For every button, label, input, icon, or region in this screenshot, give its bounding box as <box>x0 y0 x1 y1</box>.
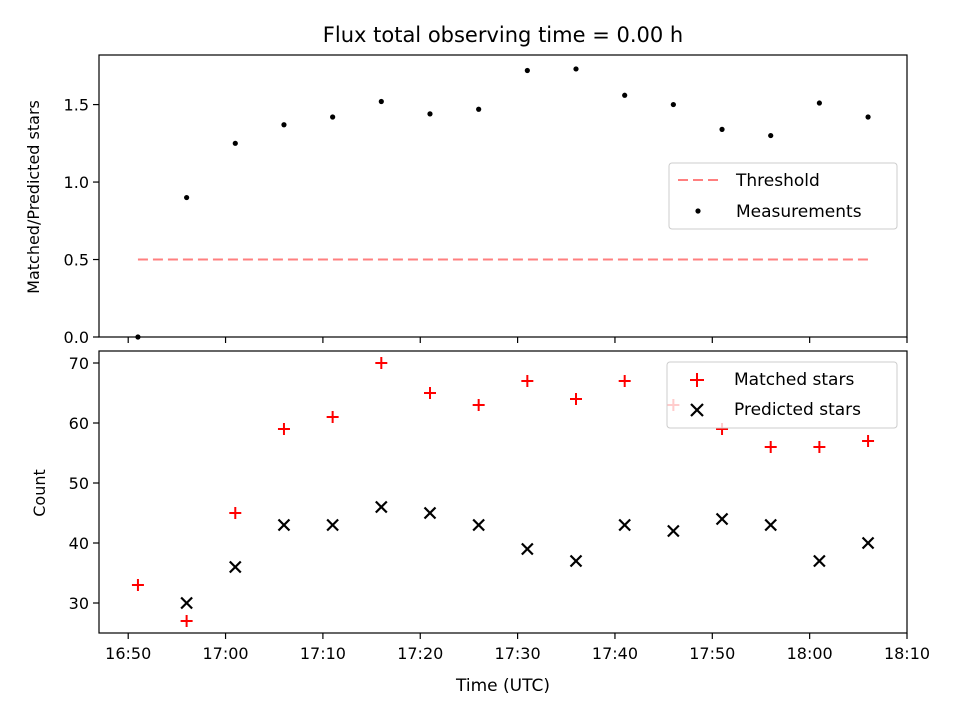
chart-title: Flux total observing time = 0.00 h <box>323 23 683 47</box>
y-axis-ticks-count: 30 40 50 60 70 <box>69 354 99 613</box>
predicted-star-point <box>618 518 631 532</box>
measurement-point <box>232 140 238 146</box>
predicted-star-point <box>277 518 291 532</box>
measurement-point <box>865 114 871 120</box>
y-tick-label: 30 <box>69 594 89 613</box>
legend-predicted-swatch <box>690 403 704 417</box>
legend-threshold-label: Threshold <box>735 171 820 191</box>
predicted-star-point <box>813 554 826 568</box>
y-tick-label: 40 <box>69 534 89 553</box>
x-tick-label: 18:10 <box>884 644 930 663</box>
predicted-star-point <box>715 512 729 526</box>
predicted-star-point <box>521 542 534 556</box>
measurement-point <box>184 194 190 201</box>
y-tick-label: 0.5 <box>64 251 89 270</box>
x-tick-label: 17:30 <box>495 644 541 663</box>
matched-star-point <box>375 357 388 369</box>
matched-star-point <box>862 435 875 447</box>
y-tick-label: 50 <box>69 474 89 493</box>
legend-frame <box>668 162 898 230</box>
measurement-point <box>768 132 774 139</box>
y-axis-label-count: Count <box>30 469 49 517</box>
matched-star-point <box>326 411 339 423</box>
predicted-star-point <box>375 500 388 514</box>
matched-star-point <box>521 375 534 387</box>
ratio-legend: Threshold Measurements <box>668 162 898 230</box>
y-tick-label: 1.0 <box>64 173 89 192</box>
measurement-point <box>816 100 822 106</box>
legend-matched-swatch <box>690 373 704 387</box>
y-tick-label: 0.0 <box>64 328 89 347</box>
matched-star-point <box>618 375 631 387</box>
matched-star-point <box>229 507 242 519</box>
x-axis-ticks-count: 16:50 17:00 17:10 17:20 17:30 17:40 17:50 18:00… <box>105 633 930 663</box>
measurement-point <box>378 98 384 105</box>
measurement-point <box>670 101 676 108</box>
x-axis-ticks-ratio <box>127 337 908 343</box>
measurement-point <box>427 111 433 117</box>
ratio-plot-frame <box>98 54 908 338</box>
x-tick-label: 17:50 <box>689 644 735 663</box>
predicted-star-point <box>229 560 242 574</box>
matched-star-point <box>813 441 826 453</box>
measurement-point <box>476 106 482 112</box>
measurement-point <box>622 92 628 98</box>
predicted-star-point <box>180 596 193 610</box>
matched-star-point <box>570 393 583 405</box>
predicted-star-point <box>861 536 875 550</box>
y-axis-ticks-ratio: 0.0 0.5 1.0 1.5 <box>64 96 99 347</box>
matched-star-point <box>472 399 485 411</box>
predicted-star-point <box>667 524 680 538</box>
y-tick-label: 1.5 <box>64 96 89 115</box>
matched-star-point <box>131 579 144 591</box>
matched-star-point <box>423 387 436 399</box>
predicted-star-point <box>569 554 583 568</box>
ratio-panel: Flux total observing time = 0.00 h Match… <box>24 23 908 347</box>
measurement-point <box>573 66 579 72</box>
predicted-star-point <box>423 506 437 520</box>
x-tick-label: 17:40 <box>592 644 638 663</box>
predicted-stars-points <box>180 500 875 610</box>
matched-star-point <box>277 423 290 435</box>
predicted-star-point <box>764 518 777 532</box>
count-panel: Count Time (UTC) 30 40 50 60 70 16:50 17:00 17… <box>30 350 930 696</box>
measurement-point <box>524 67 530 74</box>
legend-measurements-label: Measurements <box>736 202 862 222</box>
count-legend: Matched stars Predicted stars <box>666 361 898 429</box>
count-plot-frame <box>98 350 908 634</box>
x-axis-label: Time (UTC) <box>455 676 550 696</box>
x-tick-label: 17:10 <box>300 644 346 663</box>
measurement-point <box>281 122 287 128</box>
y-tick-label: 70 <box>69 354 89 373</box>
legend-measurements-swatch <box>695 208 701 214</box>
x-tick-label: 18:00 <box>787 644 833 663</box>
matched-star-point <box>764 441 777 453</box>
legend-predicted-label: Predicted stars <box>734 400 861 420</box>
x-tick-label: 17:00 <box>202 644 248 663</box>
y-tick-label: 60 <box>69 414 89 433</box>
legend-matched-label: Matched stars <box>734 370 854 390</box>
measurement-points <box>135 66 871 340</box>
x-tick-label: 17:20 <box>397 644 443 663</box>
predicted-star-point <box>326 518 339 532</box>
matched-star-point <box>180 615 193 627</box>
x-tick-label: 16:50 <box>105 644 151 663</box>
y-axis-label-ratio: Matched/Predicted stars <box>24 100 43 294</box>
measurement-point <box>330 114 336 120</box>
legend-frame <box>666 361 898 429</box>
measurement-point <box>719 126 725 132</box>
predicted-star-point <box>472 518 485 532</box>
